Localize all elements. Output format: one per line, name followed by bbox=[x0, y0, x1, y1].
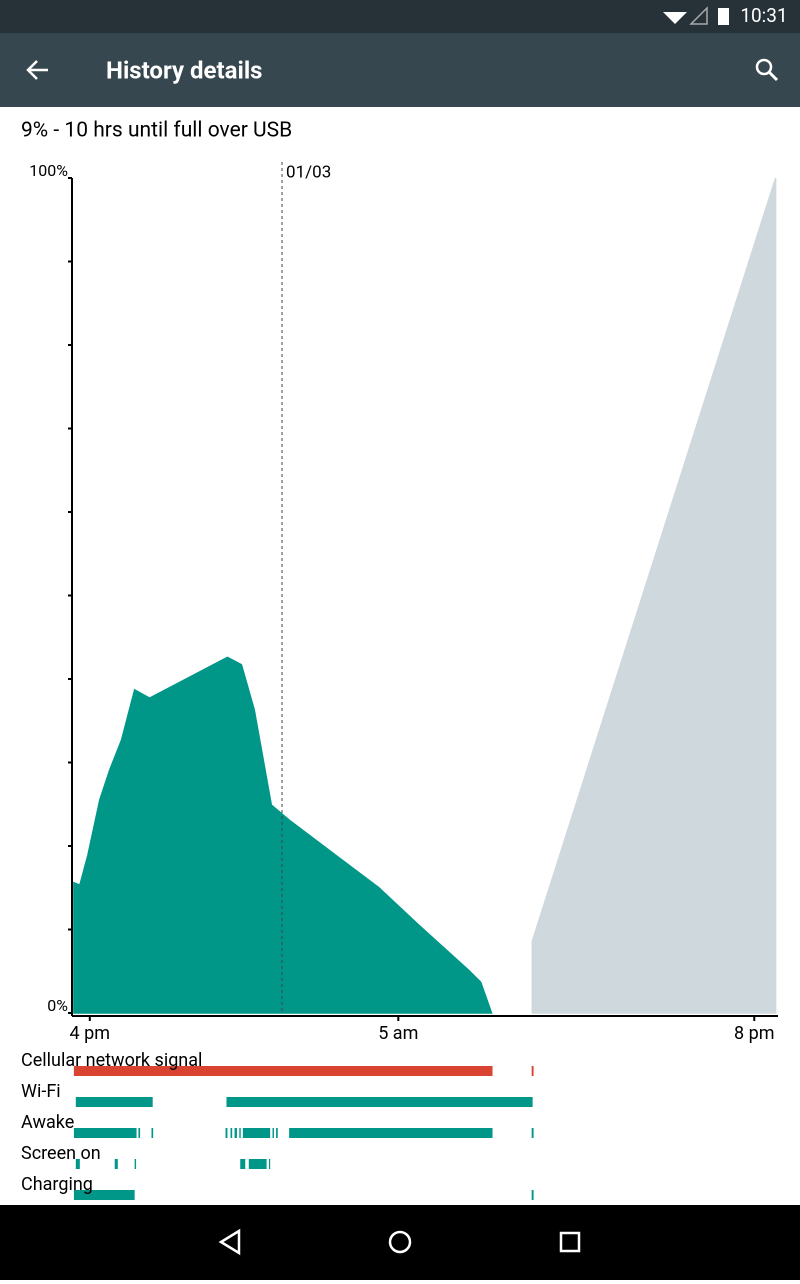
x-tick-label: 4 pm bbox=[70, 1023, 110, 1044]
status-segment bbox=[73, 1128, 137, 1138]
nav-home[interactable] bbox=[388, 1230, 412, 1254]
status-segment bbox=[225, 1128, 228, 1138]
status-row-label: Screen on bbox=[21, 1143, 101, 1164]
nav-recents[interactable] bbox=[559, 1231, 581, 1253]
status-segment bbox=[276, 1128, 278, 1138]
battery-area bbox=[73, 656, 493, 1014]
back-button[interactable] bbox=[26, 60, 48, 80]
signal-icon bbox=[689, 6, 708, 25]
status-segment bbox=[272, 1128, 274, 1138]
search-button[interactable] bbox=[755, 58, 779, 82]
summary: 9% - 10 hrs until full over USB bbox=[21, 119, 292, 143]
status-segment bbox=[239, 1128, 241, 1138]
status-segment bbox=[75, 1159, 80, 1169]
status-segment bbox=[240, 1159, 246, 1169]
status-segment bbox=[134, 1159, 137, 1169]
status-row-label: Wi-Fi bbox=[21, 1081, 61, 1102]
nav-bar bbox=[0, 1205, 800, 1280]
app-bar bbox=[0, 33, 800, 107]
status-segment bbox=[242, 1128, 271, 1138]
status-row-label: Cellular network signal bbox=[21, 1050, 202, 1071]
status-segment bbox=[73, 1190, 135, 1200]
status-segment bbox=[248, 1159, 267, 1169]
status-segment bbox=[268, 1159, 271, 1169]
status-segment bbox=[151, 1128, 154, 1138]
status-segment bbox=[531, 1128, 534, 1138]
status-bar bbox=[0, 0, 800, 33]
status-segment bbox=[138, 1128, 141, 1138]
wifi-icon bbox=[663, 12, 687, 24]
status-segment bbox=[230, 1128, 233, 1138]
status-segment bbox=[75, 1097, 153, 1107]
status-segment bbox=[531, 1190, 534, 1200]
y-tick-label: 100% bbox=[29, 161, 68, 180]
x-tick-label: 5 am bbox=[378, 1023, 418, 1044]
date-marker-label: 01/03 bbox=[286, 162, 331, 182]
x-tick-label: 8 pm bbox=[734, 1023, 774, 1044]
clock: 10:31 bbox=[740, 4, 787, 27]
status-segment bbox=[289, 1128, 493, 1138]
status-row-label: Awake bbox=[21, 1112, 74, 1133]
app-title: History details bbox=[106, 56, 263, 84]
y-tick-label: 0% bbox=[47, 996, 68, 1015]
status-segment bbox=[73, 1066, 493, 1076]
status-segment bbox=[234, 1128, 237, 1138]
status-segment bbox=[531, 1066, 534, 1076]
status-segment bbox=[226, 1097, 533, 1107]
status-row-label: Charging bbox=[21, 1174, 93, 1195]
battery-area bbox=[531, 177, 777, 1014]
battery-icon bbox=[718, 8, 729, 25]
status-segment bbox=[114, 1159, 118, 1169]
nav-back[interactable] bbox=[218, 1228, 241, 1256]
